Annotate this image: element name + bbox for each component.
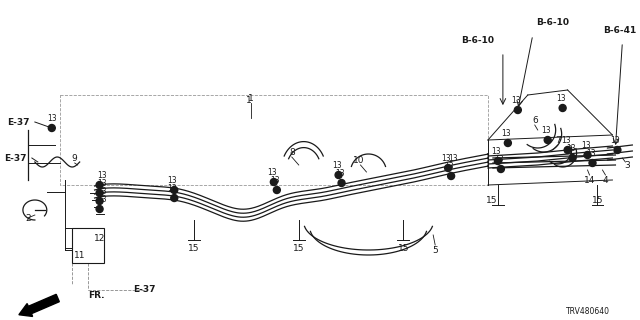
Text: 13: 13: [580, 140, 590, 149]
Text: 8: 8: [289, 148, 294, 156]
Text: 14: 14: [584, 175, 595, 185]
Text: 10: 10: [353, 156, 364, 164]
Text: 13: 13: [556, 93, 566, 102]
Circle shape: [96, 197, 103, 204]
Circle shape: [544, 137, 551, 143]
Text: 13: 13: [47, 114, 56, 123]
Circle shape: [495, 157, 501, 164]
Text: 13: 13: [444, 162, 454, 171]
Text: 13: 13: [97, 179, 106, 188]
Circle shape: [445, 164, 452, 172]
Text: 12: 12: [94, 234, 105, 243]
Circle shape: [96, 205, 103, 212]
Text: 9: 9: [72, 154, 77, 163]
Text: 13: 13: [501, 129, 511, 138]
Bar: [72, 228, 104, 263]
Text: 13: 13: [270, 175, 280, 185]
Text: 13: 13: [586, 148, 595, 157]
Text: 13: 13: [494, 155, 504, 164]
Circle shape: [569, 155, 576, 162]
Text: 2: 2: [25, 213, 31, 222]
Text: 4: 4: [603, 175, 608, 185]
Text: E-37: E-37: [4, 154, 26, 163]
Circle shape: [589, 159, 596, 166]
Text: FR.: FR.: [88, 291, 104, 300]
Circle shape: [564, 147, 571, 154]
Text: B-6-10: B-6-10: [461, 36, 495, 44]
Text: 11: 11: [74, 251, 85, 260]
Text: 13: 13: [561, 135, 570, 145]
Circle shape: [171, 195, 178, 202]
Text: 13: 13: [97, 171, 106, 180]
Text: 5: 5: [432, 245, 438, 254]
Circle shape: [96, 181, 103, 188]
Text: B-6-41: B-6-41: [603, 26, 636, 35]
Text: 15: 15: [592, 196, 604, 204]
Circle shape: [504, 140, 511, 147]
Text: 13: 13: [448, 154, 458, 163]
Text: 15: 15: [486, 196, 498, 204]
Text: 15: 15: [293, 244, 305, 252]
Text: 7: 7: [555, 135, 561, 145]
Circle shape: [497, 165, 504, 172]
Text: 13: 13: [168, 183, 177, 193]
Text: E-37: E-37: [133, 285, 156, 294]
Text: 1: 1: [248, 93, 254, 102]
Text: 13: 13: [541, 125, 550, 134]
Text: 13: 13: [611, 135, 620, 145]
Text: 13: 13: [335, 169, 344, 178]
Text: 15: 15: [397, 244, 409, 252]
Circle shape: [48, 124, 55, 132]
Text: 13: 13: [168, 175, 177, 185]
Text: E-37: E-37: [6, 117, 29, 126]
Text: 13: 13: [491, 147, 500, 156]
Circle shape: [273, 187, 280, 194]
Text: 13: 13: [332, 161, 341, 170]
Text: 1: 1: [246, 95, 252, 105]
FancyArrow shape: [19, 294, 60, 316]
Text: 13: 13: [511, 95, 521, 105]
Text: 13: 13: [566, 143, 575, 153]
Circle shape: [447, 172, 454, 180]
Bar: [60, 95, 488, 185]
Circle shape: [515, 107, 522, 114]
Circle shape: [270, 179, 277, 186]
Text: 13: 13: [442, 154, 451, 163]
Text: 15: 15: [188, 244, 200, 252]
Circle shape: [96, 189, 103, 196]
Text: 13: 13: [267, 167, 276, 177]
Text: TRV480640: TRV480640: [566, 308, 609, 316]
Text: 3: 3: [625, 161, 630, 170]
Text: 13: 13: [97, 195, 106, 204]
Circle shape: [614, 147, 621, 154]
Text: 13: 13: [97, 187, 106, 196]
Circle shape: [584, 151, 591, 158]
Text: 6: 6: [532, 116, 538, 124]
Circle shape: [559, 105, 566, 111]
Text: B-6-10: B-6-10: [536, 18, 569, 27]
Circle shape: [171, 187, 178, 194]
Circle shape: [335, 172, 342, 179]
Circle shape: [338, 180, 345, 187]
